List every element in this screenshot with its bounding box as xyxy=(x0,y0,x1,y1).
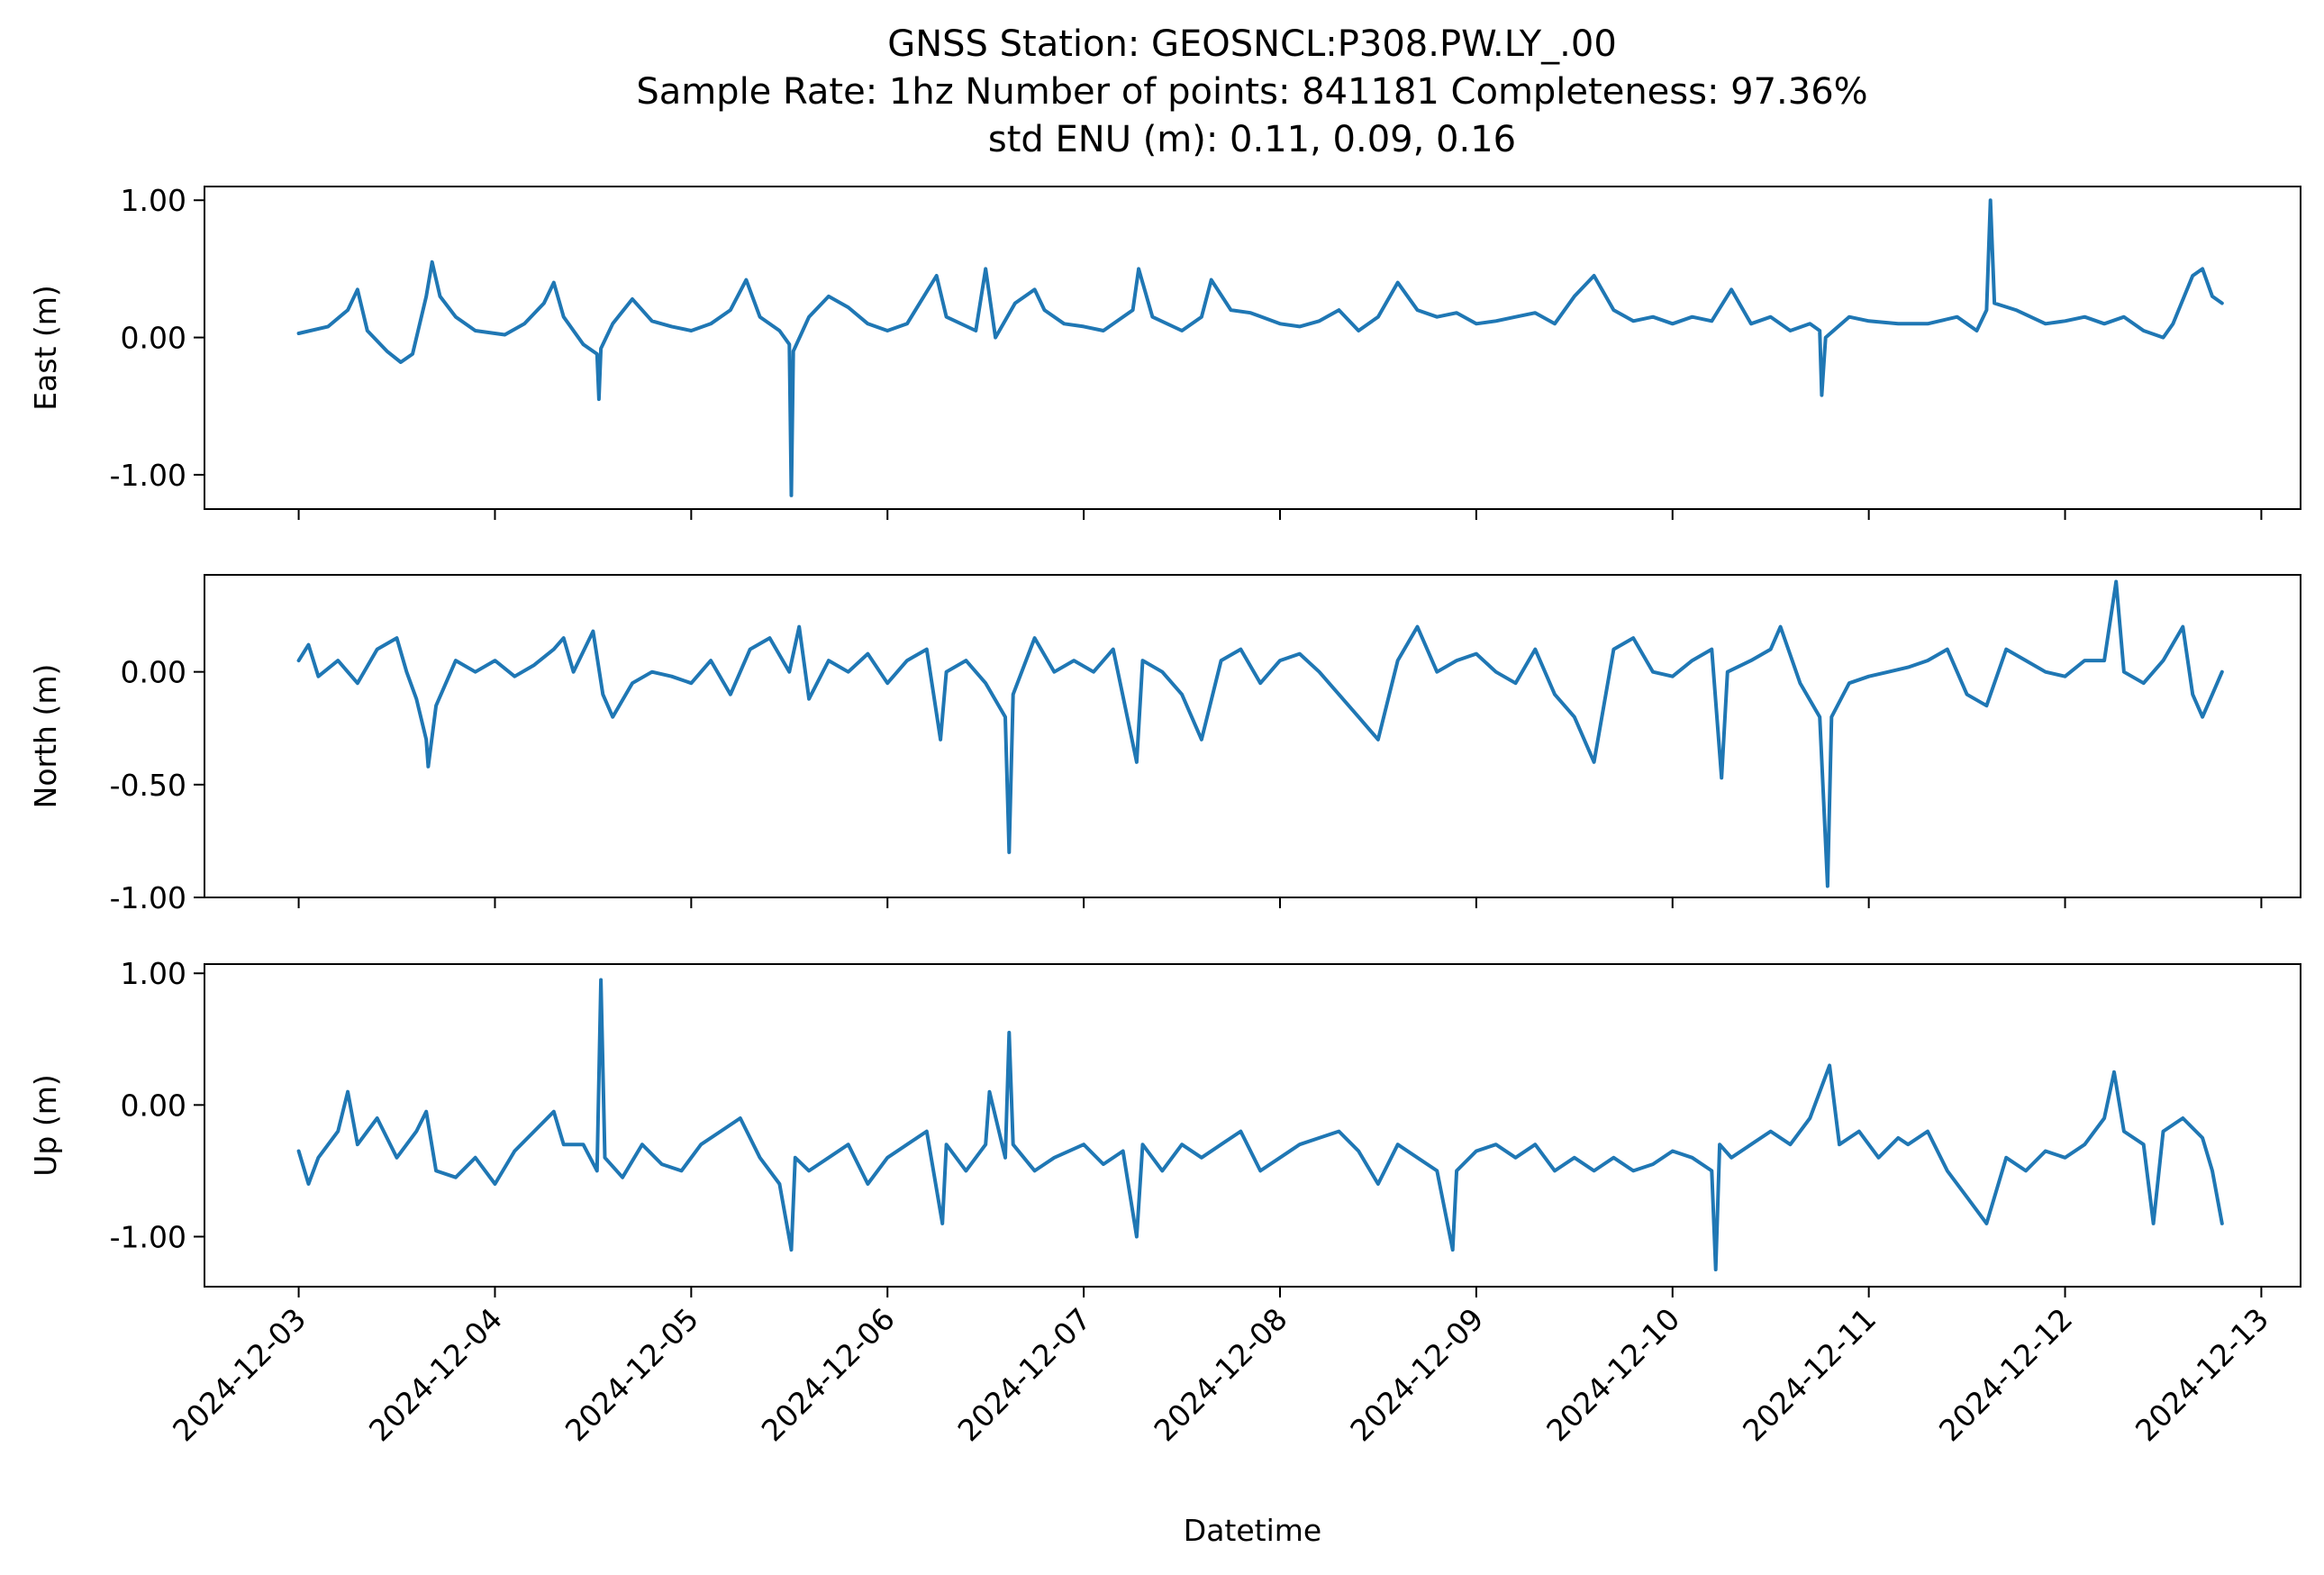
north-series-line xyxy=(296,579,2224,888)
up-series-line xyxy=(296,978,2224,1271)
east-ylabel: East (m) xyxy=(28,285,63,411)
title-line-2: Sample Rate: 1hz Number of points: 84118… xyxy=(636,71,1867,113)
north-ytick-label: -0.50 xyxy=(110,768,186,803)
xlabel: Datetime xyxy=(1184,1513,1321,1548)
north-ytick-label: -1.00 xyxy=(110,880,186,915)
east-panel: 1.00 0.00 -1.00 East (m) xyxy=(28,183,2301,520)
up-ylabel: Up (m) xyxy=(28,1074,63,1177)
north-ylabel: North (m) xyxy=(28,664,63,809)
east-axes-frame xyxy=(204,186,2301,510)
up-ytick-label: 1.00 xyxy=(121,956,186,991)
up-axes-frame xyxy=(204,963,2301,1288)
north-panel: 0.00 -0.50 -1.00 North (m) xyxy=(28,574,2301,915)
title-line-1: GNSS Station: GEOSNCL:P308.PW.LY_.00 xyxy=(887,23,1617,65)
east-ytick-label: 0.00 xyxy=(121,321,186,356)
east-ytick-label: -1.00 xyxy=(110,458,186,493)
up-ytick-label: -1.00 xyxy=(110,1219,186,1254)
east-series-line xyxy=(296,198,2224,497)
up-ytick-label: 0.00 xyxy=(121,1088,186,1123)
title-line-3: std ENU (m): 0.11, 0.09, 0.16 xyxy=(988,119,1516,160)
north-ytick-label: 0.00 xyxy=(121,655,186,690)
north-axes-frame xyxy=(204,574,2301,898)
east-ytick-label: 1.00 xyxy=(121,183,186,218)
